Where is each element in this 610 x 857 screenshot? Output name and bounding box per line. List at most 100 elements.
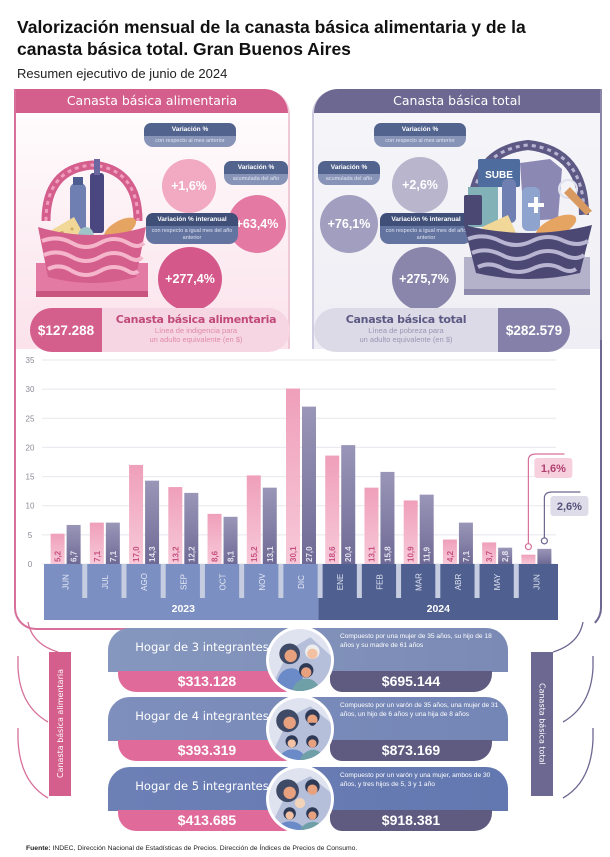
month-separator — [121, 564, 127, 598]
household-desc: Compuesto por una mujer de 35 años, su h… — [340, 633, 492, 649]
page-subtitle: Resumen ejecutivo de junio de 2024 — [17, 66, 228, 81]
cbt-var-monthly-value: +2,6% — [392, 157, 448, 213]
bar-cbt — [458, 522, 473, 564]
callout-box — [534, 458, 573, 478]
x-tick-label: FEB — [375, 574, 384, 590]
cba-panel: Canasta básica alimentaria Variación % c… — [14, 89, 290, 349]
y-tick-label: 30 — [26, 385, 35, 394]
y-tick-label: 10 — [26, 502, 35, 511]
x-axis-band: 2023 2024 JUN JUL AGO SEP OCT NOV DIC ENE FEB MAR AB… — [44, 564, 558, 620]
callout-dot — [524, 543, 532, 551]
family-avatar-icon — [266, 626, 334, 694]
household-name: Hogar de 5 integrantes — [135, 779, 269, 793]
bar-value-label: 6,7 — [70, 550, 79, 562]
cba-price-sub2: un adulto equivalente (en $) — [149, 335, 243, 344]
y-tick-label: 15 — [26, 473, 35, 482]
household-basket-icon: SUBE — [464, 139, 592, 295]
callout-leader — [527, 453, 565, 547]
cba-var-yoy-label: Variación % interanual con respecto a ig… — [146, 213, 238, 244]
cbt-var-yoy-label: Variación % interanual con respecto a ig… — [380, 213, 472, 244]
svg-text:SUBE: SUBE — [485, 170, 513, 181]
y-tick-label: 0 — [28, 560, 33, 569]
month-separator — [82, 564, 88, 598]
cba-var-monthly-value: +1,6% — [162, 159, 216, 213]
monthly-variation-chart: 0 5 10 15 20 25 30 35 2023 2024 JUN JUL AGO SEP OCT NO… — [26, 356, 589, 620]
bar-value-label: 17,0 — [132, 546, 141, 562]
bar-cba — [50, 533, 65, 564]
month-separator — [356, 564, 362, 598]
month-separator — [435, 564, 441, 598]
bar-value-label: 3,7 — [485, 550, 494, 562]
y-tick-label: 25 — [26, 414, 35, 423]
bar-cbt — [341, 445, 356, 564]
x-tick-label: NOV — [258, 573, 267, 591]
bar-value-label: 8,6 — [211, 550, 220, 562]
cbt-var-ytd-label: Variación % acumulada del año — [318, 161, 380, 185]
x-tick-label: JUL — [101, 574, 110, 589]
bar-value-label: 4,2 — [446, 550, 455, 562]
bar-cba — [403, 500, 418, 564]
month-separator — [278, 564, 284, 598]
bar-cbt — [105, 522, 120, 564]
year-label: 2023 — [172, 603, 196, 615]
month-separator — [317, 564, 323, 598]
household-name: Hogar de 3 integrantes — [135, 640, 269, 654]
bar-value-label: 5,2 — [54, 550, 63, 562]
household-cbt-value: $873.169 — [330, 740, 492, 761]
household-cbt-value: $918.381 — [330, 810, 492, 831]
cbt-panel: Canasta básica total Variación % con res… — [312, 89, 602, 349]
household-desc: Compuesto por un varón y una mujer, ambo… — [340, 772, 491, 788]
callouts: 1,6% 2,6% — [524, 453, 589, 551]
cbt-price-title: Canasta básica total — [345, 313, 467, 326]
x-tick-label: MAY — [493, 573, 502, 590]
household-cba-value: $413.685 — [118, 810, 296, 831]
cbt-var-yoy-value: +275,7% — [392, 247, 456, 311]
y-tick-label: 20 — [26, 443, 35, 452]
cbt-side-tab: Canasta básica total — [531, 652, 553, 796]
food-basket-icon — [36, 159, 148, 297]
month-separator — [474, 564, 480, 598]
bars — [50, 388, 552, 564]
bar-value-label: 12,2 — [187, 546, 196, 562]
household-3: Hogar de 3 integrantes Compuesto por una… — [108, 626, 508, 694]
bar-value-label: 7,1 — [109, 550, 118, 562]
bar-cbt — [184, 492, 199, 564]
cbt-side-arcs — [553, 622, 594, 799]
bar-value-label: 7,1 — [93, 550, 102, 562]
bar-value-label: 13,1 — [367, 546, 376, 562]
bar-value-label: 13,2 — [171, 546, 180, 562]
callout-label: 2,6% — [557, 501, 582, 513]
household-name: Hogar de 4 integrantes — [135, 709, 269, 723]
callout-label: 1,6% — [541, 463, 566, 475]
cba-price-value: $127.288 — [30, 308, 102, 352]
bar-cba — [89, 522, 104, 564]
household-4: Hogar de 4 integrantes Compuesto por un … — [108, 695, 508, 763]
x-tick-label: SEP — [179, 574, 188, 590]
household-cba-value: $393.319 — [118, 740, 296, 761]
bar-cba — [325, 455, 340, 564]
x-tick-label: JUN — [62, 574, 71, 590]
bar-cba — [129, 464, 144, 564]
x-tick-label: ENE — [336, 574, 345, 590]
y-tick-label: 35 — [26, 356, 35, 365]
cba-var-yoy-value: +277,4% — [158, 247, 222, 311]
cba-heading: Canasta básica alimentaria — [16, 89, 288, 113]
year-label: 2024 — [427, 603, 451, 615]
bar-cba — [521, 554, 536, 564]
bar-cbt — [302, 406, 316, 564]
cba-var-monthly-label: Variación % con respecto al mes anterior — [144, 123, 236, 147]
cba-price-pill: $127.288 Canasta básica alimentaria Líne… — [30, 308, 290, 352]
callout-box — [550, 496, 589, 516]
bar-cbt — [223, 516, 238, 564]
month-separator — [239, 564, 245, 598]
footer-text: INDEC, Dirección Nacional de Estadística… — [50, 845, 358, 852]
cbt-price-pill: Canasta básica total Línea de pobreza pa… — [314, 308, 570, 352]
x-tick-label: MAR — [415, 573, 424, 591]
household-5: Hogar de 5 integrantes Compuesto por un … — [108, 765, 508, 833]
bar-value-label: 10,9 — [407, 546, 416, 562]
cbt-price-value: $282.579 — [498, 308, 570, 352]
x-tick-label: AGO — [140, 573, 149, 591]
year-band-2023 — [44, 564, 323, 620]
bar-value-label: 2,8 — [501, 550, 510, 562]
bar-value-label: 30,1 — [289, 546, 298, 562]
